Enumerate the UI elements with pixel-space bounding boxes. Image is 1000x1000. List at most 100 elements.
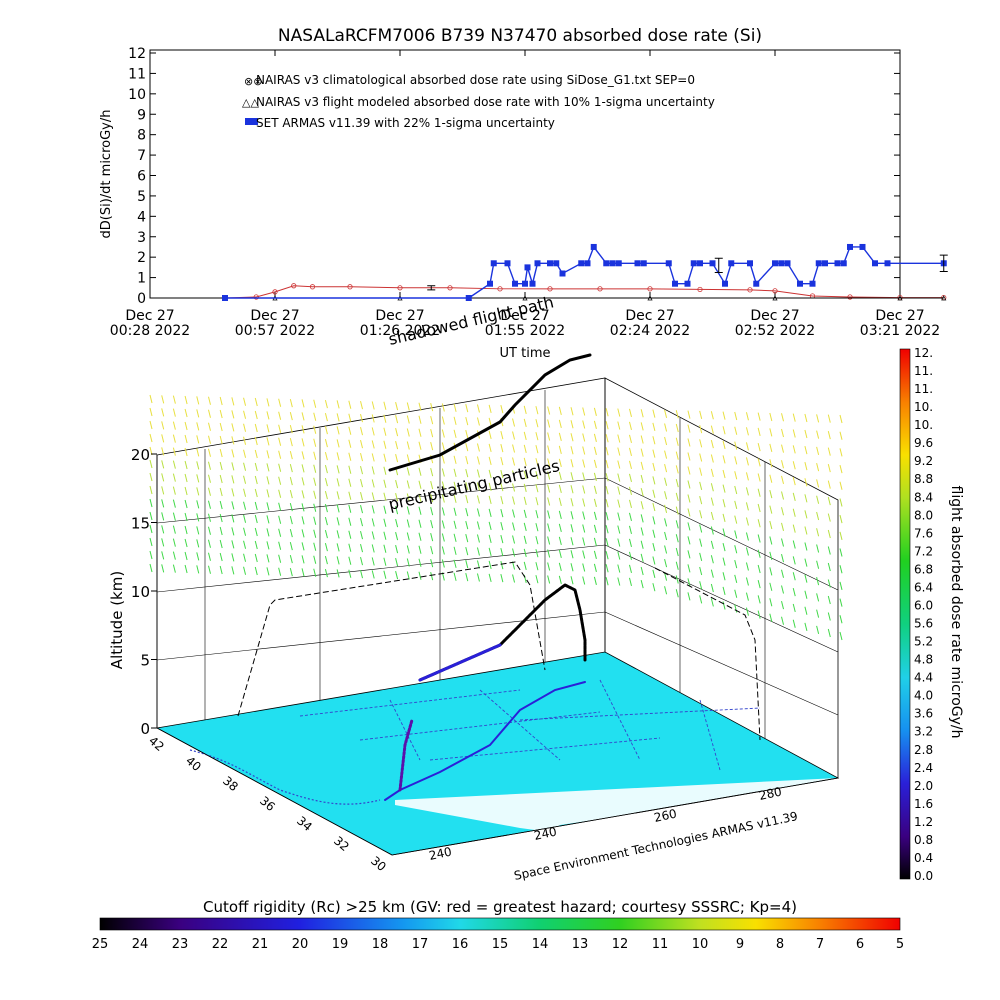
particle-mark (722, 484, 726, 493)
particle-mark (184, 447, 188, 457)
particle-mark (605, 512, 609, 521)
particle-mark (675, 506, 679, 515)
climatological-point (272, 289, 278, 295)
particle-mark (664, 464, 668, 473)
particle-mark (418, 545, 422, 554)
particle-mark (184, 525, 188, 535)
particle-mark (219, 474, 223, 484)
particle-mark (324, 555, 328, 565)
climatological-point (547, 286, 553, 292)
particle-mark (301, 516, 305, 525)
dose-colorbar-tick-label: 10. (914, 418, 933, 432)
error-bar (714, 257, 723, 273)
particle-mark (243, 449, 247, 458)
particle-mark (512, 470, 516, 479)
particle-mark (617, 486, 621, 495)
particle-mark (816, 609, 820, 618)
particle-mark (324, 399, 328, 409)
particle-mark (336, 465, 340, 474)
armas-point (672, 280, 678, 287)
particle-mark (722, 528, 726, 537)
particle-mark (395, 557, 399, 567)
armas-point (747, 260, 753, 267)
particle-mark (371, 557, 375, 566)
particle-mark (687, 494, 691, 503)
particle-mark (652, 462, 656, 472)
particle-mark (196, 422, 200, 431)
particle-mark (804, 510, 808, 519)
particle-mark (313, 555, 317, 564)
particle-mark (734, 485, 738, 495)
particle-mark (570, 537, 574, 546)
legend-marker-climatological: ⊗⊗ (244, 75, 262, 88)
particle-mark (827, 579, 831, 588)
particle-mark (827, 562, 831, 572)
dose-colorbar-tick-label: 6.4 (914, 580, 933, 594)
particle-mark (699, 510, 703, 519)
particle-mark (301, 542, 305, 551)
particle-mark (512, 444, 516, 453)
particle-mark (395, 570, 399, 580)
particle-mark (500, 522, 504, 531)
particle-mark (488, 547, 492, 556)
particle-mark (500, 405, 504, 414)
particle-mark (395, 505, 399, 515)
particle-mark (406, 454, 410, 463)
particle-mark (243, 501, 247, 510)
particle-mark (219, 396, 223, 406)
particle-mark (629, 499, 632, 509)
particle-mark (664, 531, 668, 541)
cutoff-rigidity-tick-label: 10 (692, 937, 709, 952)
particle-mark (453, 546, 457, 555)
legend-entry-armas: SET ARMAS v11.39 with 22% 1-sigma uncert… (256, 116, 555, 130)
particle-mark (839, 464, 843, 474)
particle-mark (523, 509, 527, 518)
legend-marker-flight-modeled: △△ (242, 96, 259, 109)
particle-mark (512, 535, 516, 544)
coastline (189, 749, 381, 805)
dose-colorbar-tick-label: 11. (914, 382, 933, 396)
particle-mark (757, 519, 761, 528)
particle-mark (675, 589, 679, 598)
particle-mark (827, 463, 831, 473)
particle-mark (371, 505, 375, 514)
particle-mark (324, 412, 328, 422)
particle-mark (371, 479, 375, 488)
particle-mark (418, 506, 422, 515)
particle-mark (839, 431, 843, 440)
particle-mark (547, 432, 551, 441)
particle-mark (465, 560, 469, 569)
particle-mark (196, 396, 200, 405)
x-tick-time: 01:55 2022 (485, 323, 565, 339)
particle-mark (254, 423, 258, 433)
particle-mark (161, 486, 165, 495)
particle-mark (196, 565, 200, 574)
particle-mark (476, 508, 480, 517)
armas-point (590, 243, 597, 250)
particle-mark (535, 458, 539, 467)
particle-mark (465, 417, 469, 426)
particle-mark (371, 401, 375, 410)
particle-mark (254, 475, 258, 485)
particle-mark (745, 592, 749, 601)
particle-mark (757, 473, 761, 482)
particle-mark (710, 583, 714, 593)
particle-mark (664, 558, 668, 568)
particle-mark (360, 517, 363, 527)
particle-mark (336, 452, 340, 461)
particle-mark (172, 486, 176, 495)
particle-mark (453, 429, 457, 438)
dose-colorbar-tick-label: 6.0 (914, 598, 933, 612)
particle-mark (488, 495, 492, 504)
y-tick-label: 2 (137, 250, 146, 266)
particle-mark (804, 558, 808, 567)
particle-mark (804, 590, 808, 599)
particle-mark (219, 435, 223, 445)
x-tick-time: 02:24 2022 (610, 323, 690, 339)
particle-mark (360, 413, 363, 423)
particle-mark (629, 577, 632, 587)
particle-mark (395, 518, 399, 528)
particle-mark (722, 455, 726, 464)
particle-mark (547, 523, 551, 532)
